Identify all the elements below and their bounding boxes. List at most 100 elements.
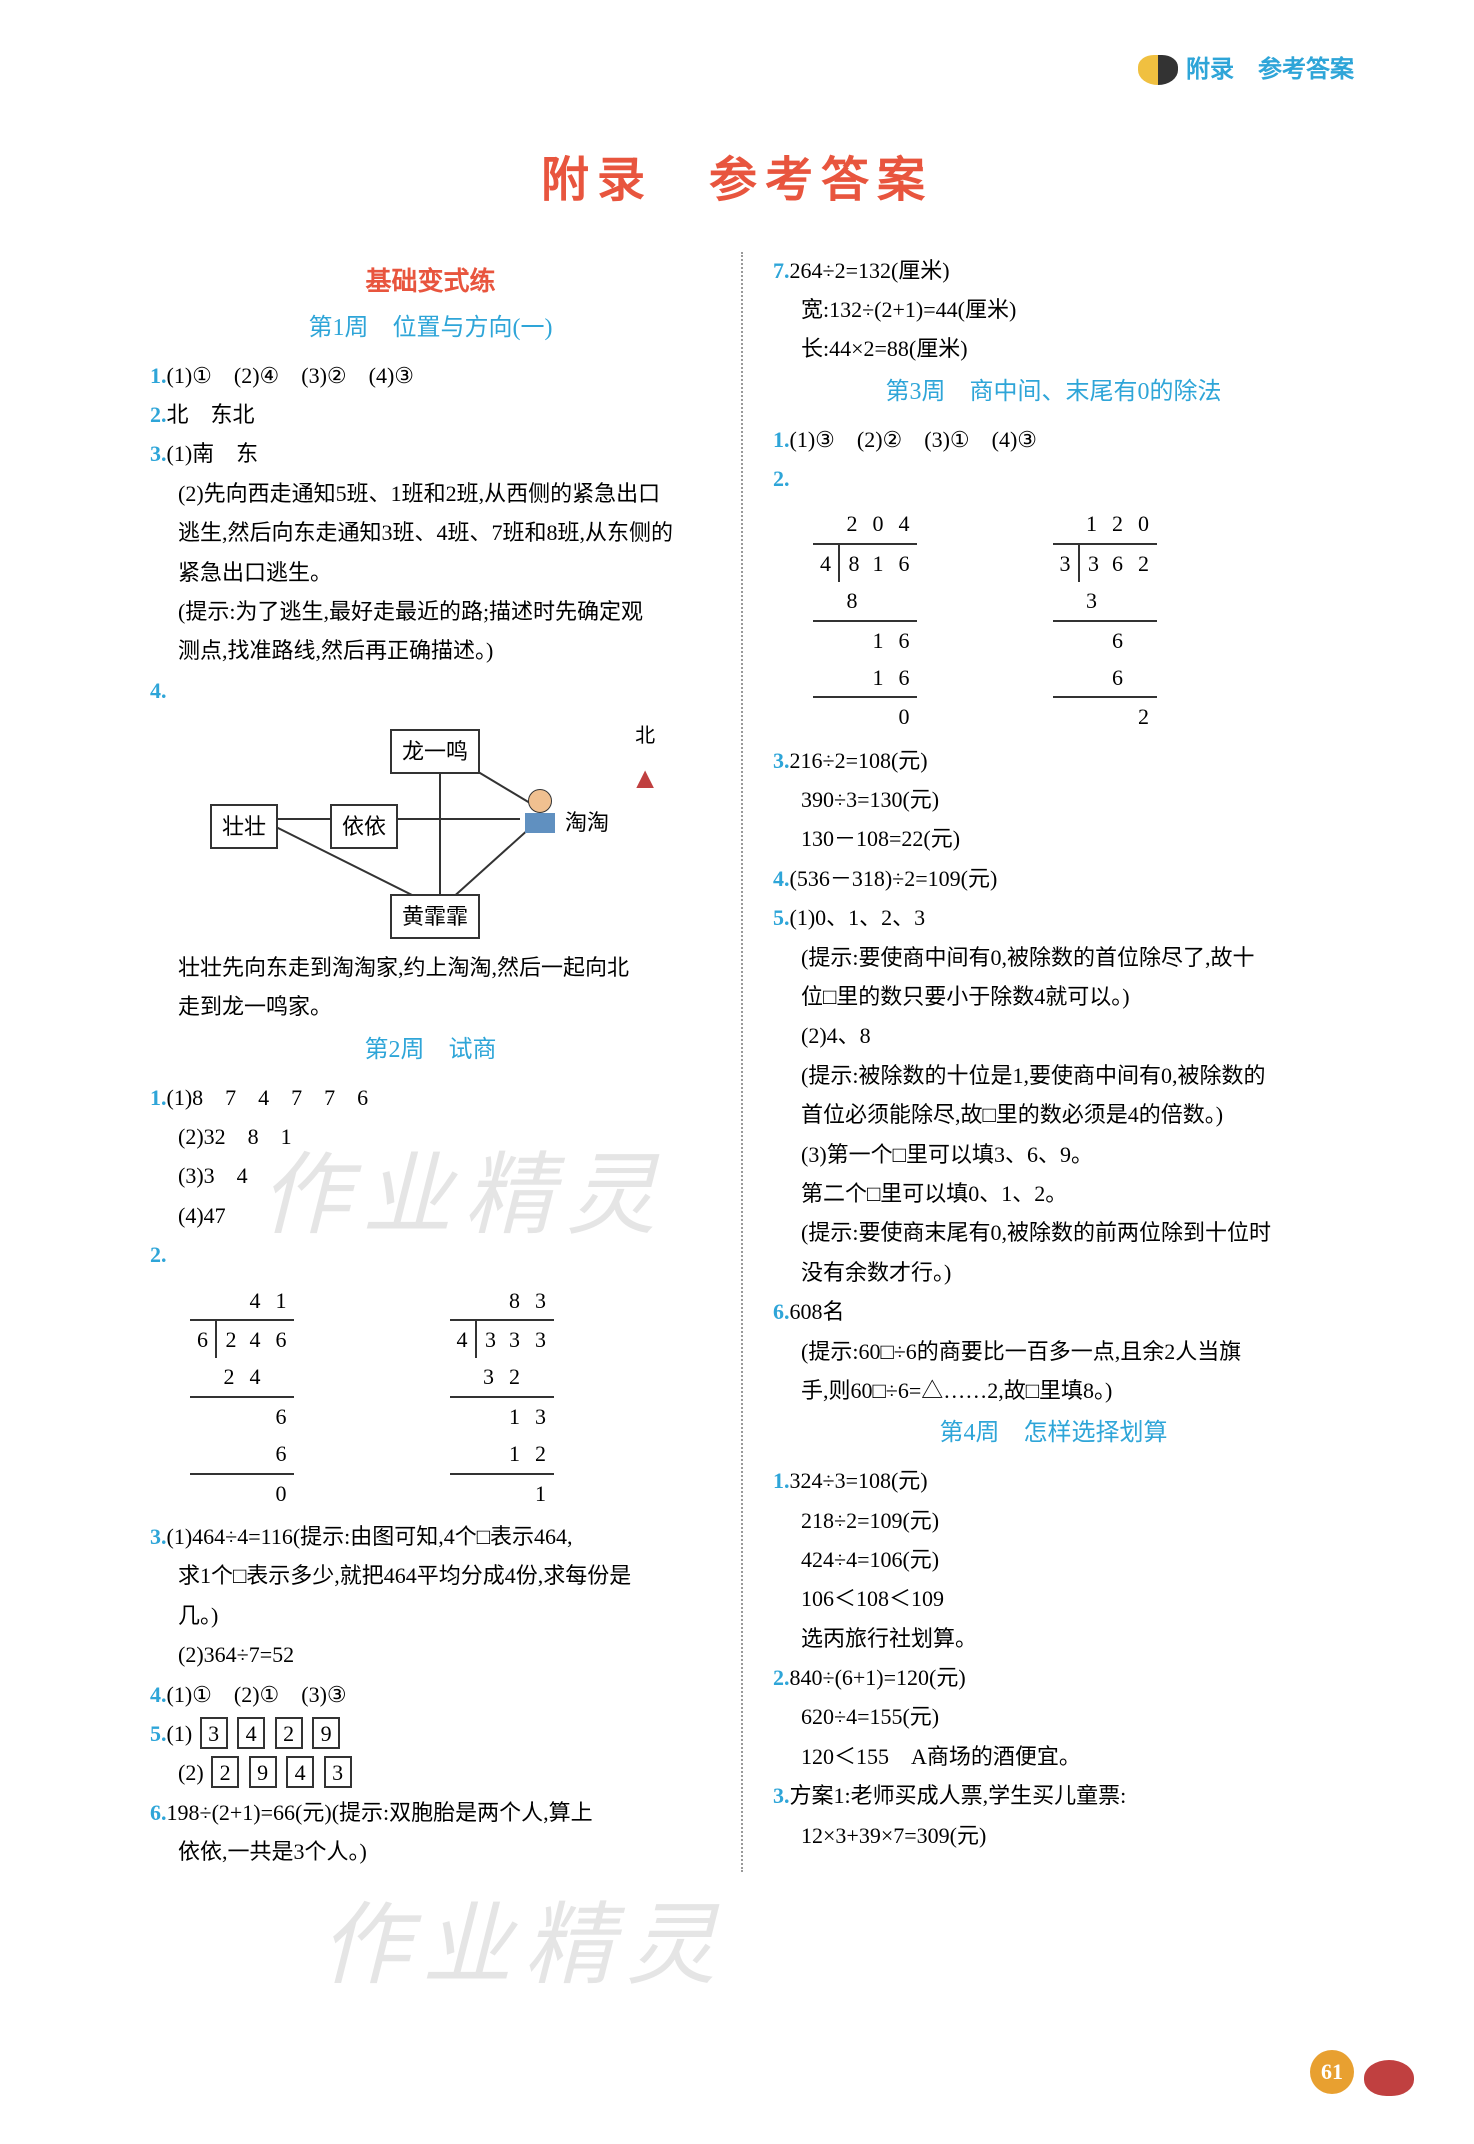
answer-text: 106＜108＜109	[773, 1580, 1334, 1617]
answer-text: (2)先向西走通知5班、1班和2班,从西侧的紧急出口	[150, 475, 711, 512]
answer-text: (1)① (2)④ (3)② (4)③	[167, 363, 415, 388]
qnum: 5.	[773, 905, 790, 930]
answer-line: 6.198÷(2+1)=66(元)(提示:双胞胎是两个人,算上	[150, 1794, 711, 1831]
answer-text: 几。)	[150, 1597, 711, 1634]
answer-text: 求1个□表示多少,就把464平均分成4份,求每份是	[150, 1557, 711, 1594]
answer-line: 3.(1)464÷4=116(提示:由图可知,4个□表示464,	[150, 1518, 711, 1555]
hint-text: (提示:为了逃生,最好走最近的路;描述时先确定观	[150, 593, 711, 630]
ladybug-icon	[1364, 2060, 1414, 2096]
qnum: 1.	[773, 1468, 790, 1493]
answer-text: 方案1:老师买成人票,学生买儿童票:	[790, 1783, 1127, 1808]
qnum: 1.	[150, 363, 167, 388]
answer-text: (3)3 4	[150, 1157, 711, 1194]
digit-box: 2	[211, 1756, 239, 1788]
answer-text: 840÷(6+1)=120(元)	[790, 1665, 966, 1690]
answer-text: 130－108=22(元)	[773, 820, 1334, 857]
answer-text: (2)4、8	[773, 1017, 1334, 1054]
long-division-2: 83 4333 32 13 12 1	[450, 1282, 554, 1512]
long-division-3: 204 4816 8 16 16 0	[813, 505, 917, 735]
answer-text: (2)32 8 1	[150, 1118, 711, 1155]
diagram-node: 龙一鸣	[390, 729, 480, 774]
qnum: 5.	[150, 1721, 167, 1746]
hint-text: (提示:要使商末尾有0,被除数的前两位除到十位时	[773, 1214, 1334, 1251]
sub-label: (1)	[167, 1721, 193, 1746]
hint-text: 没有余数才行。)	[773, 1254, 1334, 1291]
answer-text: 走到龙一鸣家。	[150, 988, 711, 1025]
qnum: 6.	[150, 1800, 167, 1825]
bee-icon	[1138, 55, 1178, 85]
week1-title: 第1周 位置与方向(一)	[150, 308, 711, 349]
answer-text: 424÷4=106(元)	[773, 1541, 1334, 1578]
answer-text: 216÷2=108(元)	[790, 748, 928, 773]
hint-text: (提示:被除数的十位是1,要使商中间有0,被除数的	[773, 1057, 1334, 1094]
qnum: 3.	[150, 441, 167, 466]
answer-text: 第二个□里可以填0、1、2。	[773, 1175, 1334, 1212]
diagram-node: 壮壮	[210, 804, 278, 849]
answer-line: 1.(1)① (2)④ (3)② (4)③	[150, 357, 711, 394]
answer-line: 1.(1)③ (2)② (3)① (4)③	[773, 421, 1334, 458]
answer-text: (1)464÷4=116(提示:由图可知,4个□表示464,	[167, 1524, 573, 1549]
answer-text: 长:44×2=88(厘米)	[773, 330, 1334, 367]
right-column: 7.264÷2=132(厘米) 宽:132÷(2+1)=44(厘米) 长:44×…	[753, 252, 1354, 1873]
answer-text: 紧急出口逃生。	[150, 554, 711, 591]
character-icon	[520, 789, 560, 839]
answer-text: (1)8 7 4 7 7 6	[167, 1085, 369, 1110]
answer-line: (2) 2 9 4 3	[150, 1754, 711, 1791]
diagram-node: 依依	[330, 804, 398, 849]
answer-line: 3.方案1:老师买成人票,学生买儿童票:	[773, 1777, 1334, 1814]
watermark: 作业精灵	[320, 1870, 728, 2023]
qnum: 3.	[150, 1524, 167, 1549]
header-label: 附录 参考答案	[1186, 50, 1354, 91]
diagram-node: 黄霏霏	[390, 894, 480, 939]
answer-line: 1.(1)8 7 4 7 7 6	[150, 1079, 711, 1116]
qnum: 3.	[773, 1783, 790, 1808]
answer-line: 2.	[150, 1236, 711, 1273]
answer-text: 选丙旅行社划算。	[773, 1620, 1334, 1657]
header-badge: 附录 参考答案	[1138, 50, 1354, 91]
answer-text: (536－318)÷2=109(元)	[790, 866, 998, 891]
answer-line: 6.608名	[773, 1293, 1334, 1330]
answer-line: 2.	[773, 460, 1334, 497]
qnum: 4.	[150, 1682, 167, 1707]
answer-text: 120＜155 A商场的酒便宜。	[773, 1738, 1334, 1775]
answer-text: 依依,一共是3个人。)	[150, 1833, 711, 1870]
answer-text: 264÷2=132(厘米)	[790, 258, 950, 283]
digit-box: 4	[237, 1717, 265, 1749]
answer-line: 5.(1) 3 4 2 9	[150, 1715, 711, 1752]
answer-line: 7.264÷2=132(厘米)	[773, 252, 1334, 289]
content-columns: 基础变式练 第1周 位置与方向(一) 1.(1)① (2)④ (3)② (4)③…	[0, 222, 1474, 1873]
week2-title: 第2周 试商	[150, 1030, 711, 1071]
hint-text: 位□里的数只要小于除数4就可以。)	[773, 978, 1334, 1015]
page-number: 61	[1310, 2050, 1354, 2094]
qnum: 3.	[773, 748, 790, 773]
qnum: 2.	[773, 1665, 790, 1690]
week3-title: 第3周 商中间、末尾有0的除法	[773, 372, 1334, 413]
answer-text: (1)0、1、2、3	[790, 905, 926, 930]
answer-line: 3.(1)南 东	[150, 435, 711, 472]
qnum: 1.	[773, 427, 790, 452]
answer-text: 12×3+39×7=309(元)	[773, 1817, 1334, 1854]
answer-text: (1)南 东	[167, 441, 259, 466]
answer-text: (4)47	[150, 1197, 711, 1234]
answer-text: 390÷3=130(元)	[773, 781, 1334, 818]
page-title: 附录 参考答案	[0, 0, 1474, 222]
answer-line: 2.北 东北	[150, 396, 711, 433]
hint-text: (提示:要使商中间有0,被除数的首位除尽了,故十	[773, 939, 1334, 976]
answer-text: (2)364÷7=52	[150, 1636, 711, 1673]
answer-line: 4.(536－318)÷2=109(元)	[773, 860, 1334, 897]
answer-line: 2.840÷(6+1)=120(元)	[773, 1659, 1334, 1696]
answer-line: 3.216÷2=108(元)	[773, 742, 1334, 779]
week4-title: 第4周 怎样选择划算	[773, 1413, 1334, 1454]
qnum: 2.	[150, 1242, 167, 1267]
left-column: 基础变式练 第1周 位置与方向(一) 1.(1)① (2)④ (3)② (4)③…	[130, 252, 731, 1873]
answer-text: 620÷4=155(元)	[773, 1698, 1334, 1735]
digit-box: 9	[312, 1717, 340, 1749]
digit-box: 9	[249, 1756, 277, 1788]
answer-text: 逃生,然后向东走通知3班、4班、7班和8班,从东侧的	[150, 514, 711, 551]
answer-text: (1)① (2)① (3)③	[167, 1682, 347, 1707]
qnum: 2.	[150, 402, 167, 427]
hint-text: 测点,找准路线,然后再正确描述。)	[150, 632, 711, 669]
hint-text: (提示:60□÷6的商要比一百多一点,且余2人当旗	[773, 1333, 1334, 1370]
hint-text: 首位必须能除尽,故□里的数必须是4的倍数。)	[773, 1096, 1334, 1133]
qnum: 2.	[773, 466, 790, 491]
